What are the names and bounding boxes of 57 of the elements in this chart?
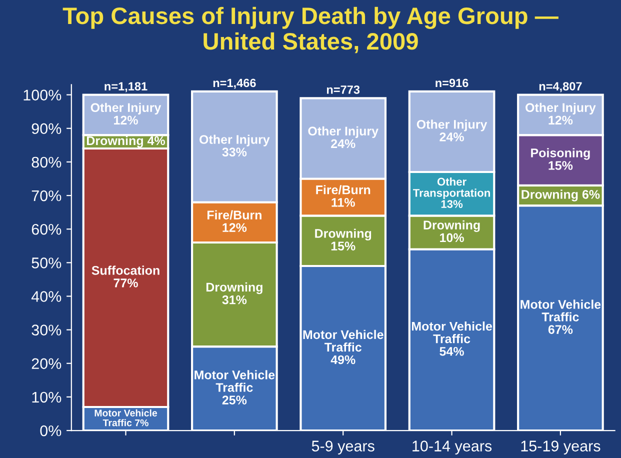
data-label: 12% — [548, 116, 573, 125]
y-tick-label: 30% — [32, 324, 62, 336]
y-tick-label: 70% — [32, 190, 62, 202]
x-tick-label: 15-19 years — [521, 440, 600, 454]
data-label: 31% — [222, 295, 247, 304]
data-label: 15% — [548, 161, 573, 170]
y-tick-label: 90% — [32, 123, 62, 134]
text: Other Injury — [526, 102, 596, 114]
text: Motor Vehicle Traffic — [412, 321, 492, 344]
annotation: n=916 — [436, 78, 468, 88]
data-label: 11% — [332, 198, 355, 207]
data-label: 54% — [440, 346, 464, 356]
text: Motor Vehicle Traffic 7% — [94, 409, 158, 426]
data-label: 24% — [440, 132, 464, 142]
text: Other Injury — [416, 120, 488, 132]
series-label: Other Injury — [90, 102, 162, 114]
data-label: 24% — [331, 139, 356, 148]
data-label: 67% — [548, 325, 573, 334]
data-label: 10% — [440, 233, 464, 242]
series-label: Motor Vehicle Traffic — [194, 370, 275, 392]
annotation: n=1,181 — [104, 82, 148, 92]
series-label: Suffocation — [92, 266, 160, 275]
text: Other Injury — [200, 134, 270, 146]
y-tick-label: 0% — [40, 425, 62, 436]
series-label: Poisoning — [531, 148, 590, 160]
y-tick-label: 40% — [31, 291, 62, 302]
text: Drowning 4% — [87, 136, 166, 148]
series-label: Drowning — [424, 220, 480, 232]
data-label: 12% — [114, 116, 138, 125]
y-tick-label: 10% — [32, 392, 62, 403]
text: Fire/Burn — [207, 210, 262, 220]
y-tick-label: 50% — [32, 258, 62, 268]
annotation: n=1,466 — [213, 78, 256, 89]
y-tick-label: 100% — [24, 90, 62, 100]
annotation: n=4,807 — [539, 82, 582, 92]
text: Other Injury — [308, 126, 378, 138]
x-tick-label: 10-14 years — [412, 440, 492, 454]
data-label: 33% — [222, 148, 247, 156]
series-label: Fire/Burn — [316, 185, 370, 194]
text: Drowning — [206, 282, 262, 294]
data-label: 49% — [330, 355, 356, 364]
text: Motor Vehicle Traffic — [303, 330, 384, 352]
chart-title: Top Causes of Injury Death by Age Group — United States, 2009 — [62, 6, 558, 54]
data-label: 25% — [222, 396, 247, 404]
text: Drowning — [315, 228, 372, 240]
y-tick-label: 60% — [32, 224, 62, 235]
data-label: 12% — [222, 223, 247, 232]
series-label: Other Transportation — [413, 177, 490, 200]
text: Drowning 6% — [522, 190, 600, 202]
data-label: 77% — [114, 278, 138, 288]
y-tick-label: 80% — [32, 156, 62, 168]
text: Motor Vehicle Traffic — [520, 300, 601, 322]
data-label: 15% — [331, 242, 356, 250]
data-label: 13% — [441, 200, 463, 208]
annotation: n=773 — [326, 85, 360, 94]
y-tick-label: 20% — [32, 358, 62, 370]
x-tick-label: 5-9 years — [312, 440, 374, 454]
